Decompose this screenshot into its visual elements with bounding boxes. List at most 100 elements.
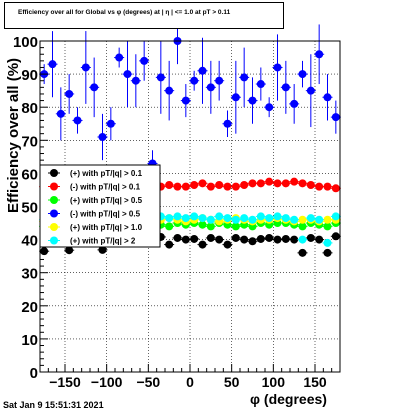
y-tick-label: 10 — [21, 332, 38, 349]
data-point — [331, 232, 340, 241]
data-point — [181, 182, 190, 191]
legend: (+) with pT/|q| > 0.1 (-) with pT/|q| > 0… — [39, 164, 161, 248]
data-point — [315, 235, 324, 244]
data-point — [281, 179, 290, 188]
data-point — [240, 235, 249, 244]
data-point — [215, 76, 224, 85]
data-point — [206, 233, 215, 242]
data-point — [323, 248, 332, 257]
legend-label: (+) with pT/|q| > 1.0 — [70, 223, 143, 232]
data-point — [215, 235, 224, 244]
y-tick-label: 50 — [21, 200, 38, 217]
data-point — [323, 222, 332, 231]
data-point — [281, 234, 290, 243]
x-tick-label: −100 — [91, 374, 123, 390]
data-point — [173, 182, 182, 191]
data-point — [290, 99, 299, 108]
data-point — [248, 237, 257, 246]
data-point — [298, 222, 307, 231]
data-point — [115, 53, 124, 62]
data-point — [90, 83, 99, 92]
x-tick-label: 150 — [303, 374, 327, 390]
data-point — [40, 247, 49, 256]
legend-label: (+) with pT/|q| > 0.1 — [70, 169, 143, 178]
data-point — [165, 214, 174, 223]
data-point — [256, 212, 265, 221]
data-point — [265, 103, 274, 112]
data-point — [273, 235, 282, 244]
data-point — [198, 220, 207, 229]
data-point — [81, 63, 90, 72]
data-point — [231, 233, 240, 242]
data-point — [273, 63, 282, 72]
data-point — [323, 182, 332, 191]
data-point — [298, 248, 307, 257]
data-point — [331, 184, 340, 193]
data-point — [265, 214, 274, 223]
data-point — [181, 96, 190, 105]
chart-title: Efficiency over all for Global vs φ (deg… — [18, 9, 231, 16]
data-point — [65, 246, 74, 255]
data-point — [48, 60, 57, 69]
data-point — [190, 234, 199, 243]
data-point — [281, 83, 290, 92]
series-1 — [39, 232, 341, 257]
data-point — [223, 182, 232, 191]
data-point — [215, 180, 224, 189]
data-point — [298, 215, 307, 224]
data-point — [240, 214, 249, 223]
data-point — [290, 177, 299, 186]
x-tick-label: 50 — [224, 374, 240, 390]
data-point — [198, 179, 207, 188]
data-point — [323, 93, 332, 102]
data-point — [65, 89, 74, 98]
data-point — [56, 109, 65, 118]
data-point — [323, 215, 332, 224]
data-point — [290, 215, 299, 224]
y-tick-label: 90 — [21, 67, 38, 84]
data-point — [331, 113, 340, 122]
series-4 — [39, 17, 341, 177]
data-point — [123, 70, 132, 79]
y-tick-label: 80 — [21, 100, 38, 117]
data-point — [315, 50, 324, 59]
data-point — [265, 233, 274, 242]
data-point — [223, 240, 232, 249]
data-point — [231, 215, 240, 224]
x-tick-label: 100 — [262, 374, 286, 390]
data-point — [256, 179, 265, 188]
legend-label: (+) with pT/|q| > 0.5 — [70, 196, 143, 205]
data-point — [98, 132, 107, 141]
legend-label: (-) with pT/|q| > 0.5 — [70, 210, 141, 219]
data-point — [73, 116, 82, 125]
data-point — [156, 73, 165, 82]
data-point — [223, 214, 232, 223]
data-point — [315, 182, 324, 191]
data-point — [206, 222, 215, 231]
y-tick-label: 100 — [13, 34, 38, 51]
data-point — [273, 179, 282, 188]
x-tick-label: −50 — [136, 374, 160, 390]
data-point — [248, 215, 257, 224]
data-point — [315, 215, 324, 224]
title-box: Efficiency over all for Global vs φ (deg… — [4, 2, 284, 29]
data-point — [131, 76, 140, 85]
data-point — [306, 86, 315, 95]
data-point — [165, 240, 174, 249]
data-point — [140, 56, 149, 65]
data-point — [198, 214, 207, 223]
data-point — [106, 119, 115, 128]
data-point — [198, 66, 207, 75]
axis-layer: −150 −100 −50 0 50 100 150 0 10 20 30 40 50 60 70 80 90 1… — [13, 34, 341, 390]
y-axis-label: Efficiency over all (%) — [5, 57, 22, 213]
data-point — [181, 214, 190, 223]
x-axis-label: φ (degrees) — [250, 391, 327, 407]
data-point — [190, 76, 199, 85]
data-point — [256, 234, 265, 243]
legend-box — [39, 164, 161, 248]
data-point — [231, 93, 240, 102]
data-point — [290, 235, 299, 244]
x-tick-label: 0 — [186, 374, 194, 390]
data-point — [331, 212, 340, 221]
data-point — [231, 182, 240, 191]
